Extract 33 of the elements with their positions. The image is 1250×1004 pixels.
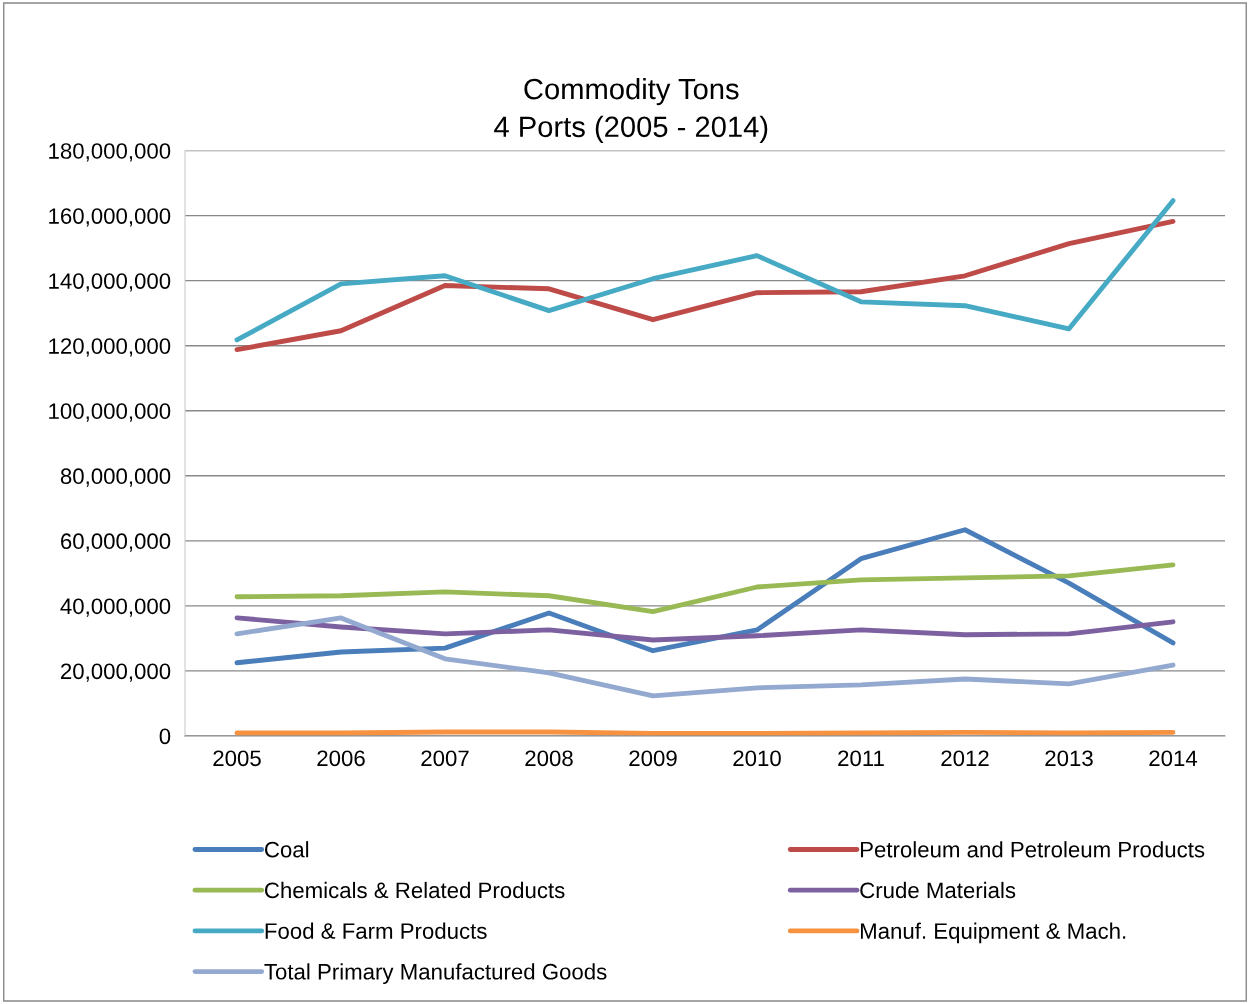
line-series [234,219,1176,353]
y-tick-label: 180,000,000 [49,143,171,162]
legend-label: Manuf. Equipment & Mach. [860,922,1126,944]
line-series [234,615,1176,699]
x-tick-label: 2012 [941,750,989,767]
legend-label: Coal [265,841,309,858]
y-tick-label: 140,000,000 [49,273,171,292]
x-tick-label: 2006 [317,750,365,767]
legend-label: Total Primary Manufactured Goods [264,963,607,984]
y-tick-label: 160,000,000 [49,208,171,227]
legend-label: Food & Farm Products [265,922,487,939]
chart-title: Commodity Tons 4 Ports (2005 - 2014) [494,77,768,143]
y-tick-label: 100,000,000 [49,403,171,422]
x-tick-label: 2005 [213,750,261,767]
legend-label: Crude Materials [860,881,1016,899]
y-tick-label: 60,000,000 [61,533,171,552]
x-tick-label: 2014 [1149,750,1198,767]
y-tick-label: 0 [159,728,171,745]
x-tick-label: 2010 [733,750,781,767]
line-series [234,615,1176,643]
x-tick-label: 2007 [421,750,469,767]
x-tick-label: 2008 [525,750,573,767]
y-tick-label: 20,000,000 [61,663,171,682]
line-series [234,562,1176,615]
y-tick-label: 80,000,000 [60,468,171,487]
x-tick-label: 2009 [629,750,677,767]
x-tick-label: 2011 [838,750,884,767]
line-series [234,198,1176,343]
y-tick-label: 40,000,000 [60,598,171,617]
y-tick-label: 120,000,000 [49,338,171,357]
x-tick-label: 2013 [1045,750,1093,767]
legend-label: Chemicals & Related Products [265,881,565,899]
legend-label: Petroleum and Petroleum Products [860,841,1205,858]
